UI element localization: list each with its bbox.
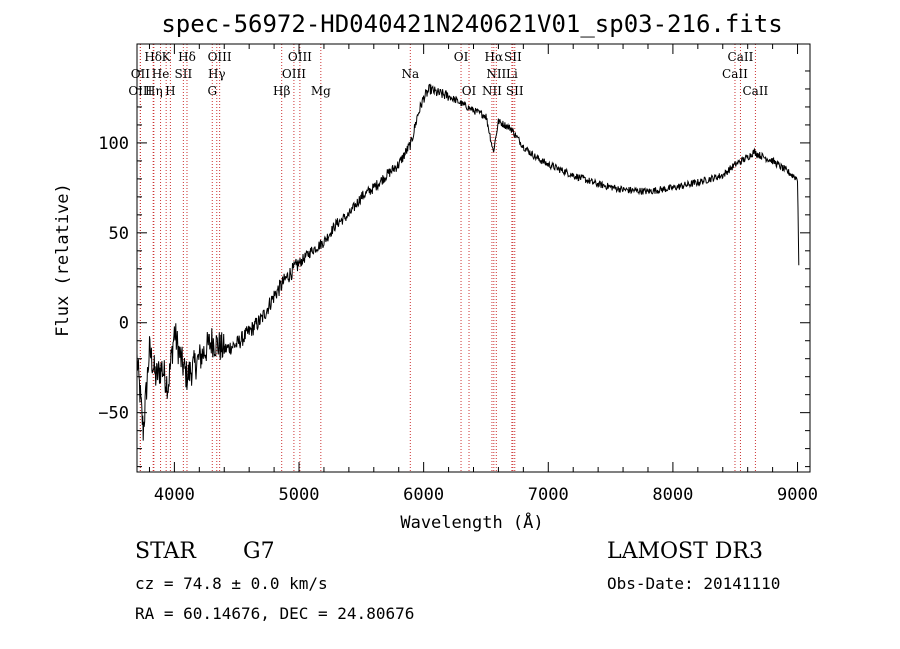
line-label: OII [131, 67, 151, 81]
line-label: CaII [742, 84, 768, 98]
line-label: G [207, 84, 217, 98]
y-tick-label: −50 [98, 404, 129, 424]
x-tick-label: 6000 [403, 485, 444, 505]
line-label: Hβ [273, 84, 290, 98]
line-label: OIII [208, 50, 232, 64]
line-label: Hγ [208, 67, 226, 81]
line-label: NII [486, 67, 506, 81]
x-tick-label: 5000 [279, 485, 320, 505]
line-label: OIII [288, 50, 312, 64]
line-label: CaII [728, 50, 754, 64]
x-tick-label: 4000 [154, 485, 195, 505]
line-label: OI [462, 84, 477, 98]
x-tick-label: 8000 [652, 485, 693, 505]
line-label: H [165, 84, 175, 98]
line-label: Hη [145, 84, 163, 98]
spectrum-series [136, 83, 800, 441]
x-axis-ticks: 4000 5000 6000 7000 8000 9000 [148, 44, 818, 505]
line-label: OI [454, 50, 469, 64]
observation-date: Obs-Date: 20141110 [607, 574, 780, 593]
line-label: Mg [311, 84, 331, 98]
line-label: Li [506, 67, 518, 81]
line-label: SII [506, 84, 524, 98]
line-label: OIII [128, 84, 152, 98]
x-tick-label: 7000 [528, 485, 569, 505]
line-label: Hδ [178, 50, 196, 64]
redshift-cz: cz = 74.8 ± 0.0 km/s [135, 574, 328, 593]
y-axis-label: Flux (relative) [53, 183, 73, 337]
y-tick-label: 100 [98, 134, 129, 154]
line-label: Na [401, 67, 419, 81]
object-class: STAR [135, 539, 197, 564]
line-label: K [162, 50, 172, 64]
line-label: CaII [722, 67, 748, 81]
line-label: He [152, 67, 170, 81]
chart-title: spec-56972-HD040421N240621V01_sp03-216.f… [161, 10, 782, 38]
x-tick-label: 9000 [777, 485, 818, 505]
x-axis-label: Wavelength (Å) [400, 511, 543, 533]
line-label: SII [175, 67, 193, 81]
line-label: NII [482, 84, 502, 98]
y-tick-label: 0 [119, 314, 129, 334]
line-label: Hδ [144, 50, 162, 64]
object-subclass: G7 [243, 539, 275, 564]
y-tick-label: 50 [109, 224, 129, 244]
y-axis-ticks: −50 0 50 100 [98, 70, 810, 468]
line-label: OIII [282, 67, 306, 81]
survey-name: LAMOST DR3 [607, 539, 763, 564]
coordinates: RA = 60.14676, DEC = 24.80676 [135, 604, 414, 623]
line-label: SII [504, 50, 522, 64]
spectral-line-markers [139, 44, 756, 472]
line-label: Hα [485, 50, 504, 64]
